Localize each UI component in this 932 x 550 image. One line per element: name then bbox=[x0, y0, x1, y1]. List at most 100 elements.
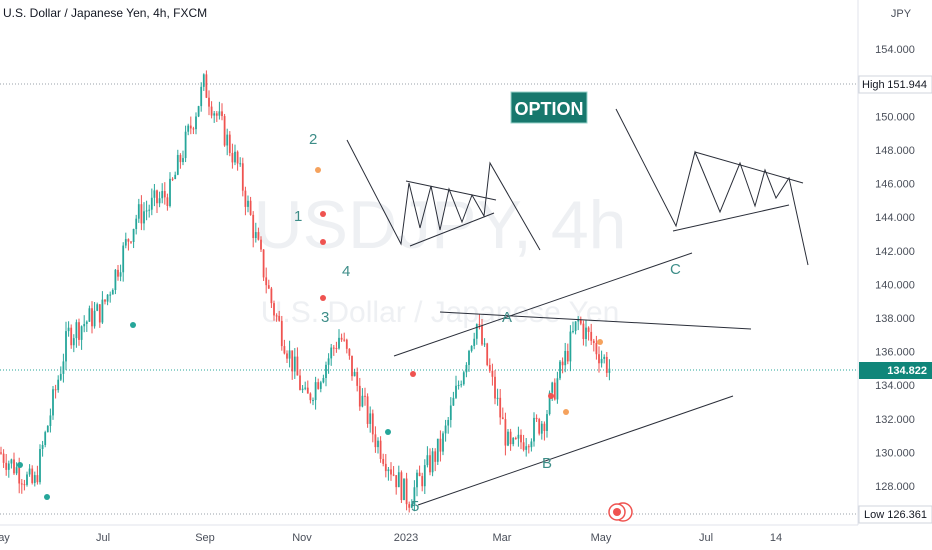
candle-body bbox=[200, 86, 203, 107]
candle-body bbox=[413, 487, 416, 505]
candle-body bbox=[49, 415, 52, 426]
y-tick-label: 130.000 bbox=[875, 447, 915, 459]
candle-body bbox=[179, 154, 182, 163]
candle-body bbox=[83, 323, 86, 327]
wave-label-c: C bbox=[670, 261, 681, 278]
candle-body bbox=[455, 385, 457, 398]
drawn-zigzag-right bbox=[615, 108, 809, 266]
y-tick-label: 146.000 bbox=[875, 179, 915, 191]
candle-body bbox=[338, 337, 340, 349]
option-label-text: OPTION bbox=[514, 99, 583, 119]
candle-body bbox=[442, 433, 444, 452]
signal-dot bbox=[17, 462, 23, 468]
candle-body bbox=[520, 434, 522, 443]
candle-body bbox=[397, 472, 400, 488]
candle-body bbox=[119, 272, 122, 277]
candle-body bbox=[262, 249, 265, 278]
y-tick-label: 142.000 bbox=[875, 246, 915, 258]
candle-body bbox=[319, 382, 322, 389]
candle-body bbox=[67, 327, 70, 332]
high-badge-value: 151.944 bbox=[887, 79, 927, 91]
signal-dot bbox=[385, 429, 391, 435]
candle-body bbox=[98, 304, 101, 323]
signal-dot bbox=[130, 322, 136, 328]
candle-body bbox=[475, 324, 478, 339]
candle-body bbox=[70, 327, 73, 346]
candle-body bbox=[75, 322, 78, 339]
drawn-triangle-right-top bbox=[694, 151, 804, 184]
candle-body bbox=[208, 97, 210, 107]
candle-body bbox=[31, 468, 34, 483]
candle-body bbox=[507, 431, 509, 446]
candle-body bbox=[605, 356, 608, 373]
high-badge-label: High bbox=[862, 79, 885, 91]
candle-body bbox=[260, 239, 262, 250]
candle-body bbox=[228, 134, 231, 153]
candle-body bbox=[592, 340, 595, 343]
x-tick-label: 14 bbox=[770, 532, 782, 544]
candle-body bbox=[189, 125, 192, 129]
candle-body bbox=[78, 322, 80, 340]
candle-body bbox=[101, 299, 104, 323]
candle-body bbox=[314, 382, 317, 401]
candle-body bbox=[340, 337, 343, 340]
candle-body bbox=[231, 152, 234, 163]
candle-body bbox=[353, 372, 356, 377]
price-axis[interactable]: 128.000 130.000 132.000 134.000 136.000 138.0… bbox=[875, 44, 915, 493]
time-axis[interactable]: ay Jul Sep Nov 2023 Mar May Jul 14 bbox=[0, 532, 782, 544]
trendline-horizontal-a bbox=[439, 311, 752, 330]
candle-body bbox=[582, 323, 585, 340]
candle-body bbox=[288, 350, 291, 359]
candle-body bbox=[18, 467, 21, 484]
candle-body bbox=[143, 211, 145, 224]
candle-body bbox=[483, 343, 486, 345]
candle-body bbox=[166, 197, 169, 206]
candle-body bbox=[543, 423, 546, 432]
candle-body bbox=[96, 304, 99, 311]
candle-body bbox=[361, 395, 364, 407]
candle-body bbox=[449, 405, 452, 420]
low-badge-value: 126.361 bbox=[887, 509, 927, 521]
y-tick-label: 150.000 bbox=[875, 111, 915, 123]
candle-body bbox=[210, 106, 213, 116]
candle-body bbox=[478, 324, 481, 326]
high-badge: High 151.944 bbox=[858, 75, 932, 94]
candle-body bbox=[301, 388, 304, 390]
candle-body bbox=[192, 128, 195, 130]
candle-body bbox=[426, 455, 429, 466]
candle-body bbox=[226, 134, 229, 146]
candle-body bbox=[377, 440, 379, 448]
signal-dot bbox=[548, 393, 554, 399]
candle-body bbox=[28, 468, 31, 475]
option-label-box[interactable]: OPTION bbox=[510, 91, 588, 124]
y-tick-label: 154.000 bbox=[875, 44, 915, 56]
candle-body bbox=[579, 319, 582, 324]
earnings-event-icon[interactable] bbox=[608, 502, 633, 522]
candle-body bbox=[306, 387, 309, 394]
candle-body bbox=[379, 440, 382, 459]
signal-dot bbox=[315, 167, 321, 173]
symbol-title[interactable]: U.S. Dollar / Japanese Yen, 4h, FXCM bbox=[3, 6, 207, 20]
candle-body bbox=[418, 472, 421, 477]
candle-body bbox=[20, 483, 23, 485]
candle-body bbox=[553, 382, 556, 400]
wave-label-a: A bbox=[502, 309, 512, 326]
candle-body bbox=[293, 356, 296, 372]
candle-body bbox=[587, 327, 590, 332]
candle-body bbox=[439, 438, 442, 452]
candle-body bbox=[366, 396, 369, 424]
candle-body bbox=[595, 342, 598, 355]
candle-body bbox=[52, 389, 54, 416]
candle-body bbox=[187, 125, 190, 132]
signal-dot bbox=[44, 494, 50, 500]
candle-body bbox=[514, 437, 517, 439]
candle-body bbox=[499, 397, 502, 418]
candle-body bbox=[241, 163, 244, 191]
candle-body bbox=[304, 387, 307, 389]
candle-body bbox=[322, 378, 325, 383]
candle-body bbox=[473, 338, 476, 346]
candle-body bbox=[348, 348, 351, 356]
candle-body bbox=[312, 400, 314, 402]
candle-body bbox=[351, 355, 353, 377]
